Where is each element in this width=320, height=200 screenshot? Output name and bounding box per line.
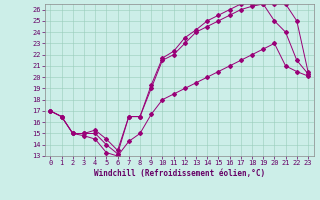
X-axis label: Windchill (Refroidissement éolien,°C): Windchill (Refroidissement éolien,°C) [94, 169, 265, 178]
